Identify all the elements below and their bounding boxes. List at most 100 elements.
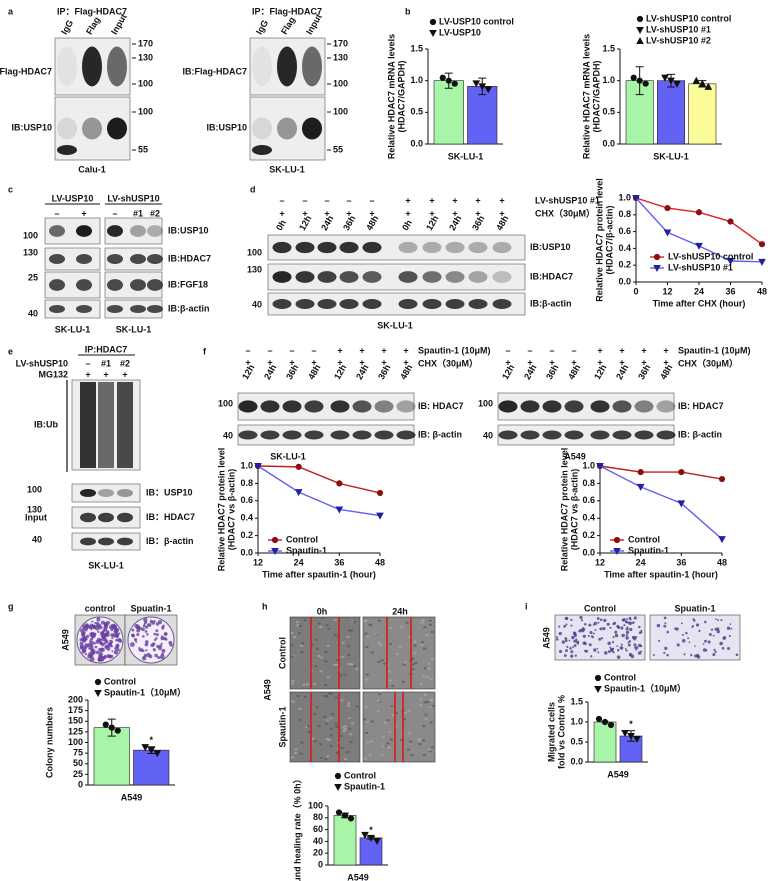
colony: [85, 634, 90, 639]
migrated-cell: [694, 654, 698, 658]
colony: [145, 649, 148, 652]
colony: [92, 651, 96, 655]
legend-label: Spautin-1: [286, 545, 327, 555]
point: [695, 242, 703, 250]
cell-texture: [423, 667, 427, 670]
cell-texture: [423, 626, 427, 629]
colony: [100, 634, 104, 638]
blot-band: [130, 225, 146, 237]
cell-texture: [431, 658, 435, 661]
y-axis-label: Relative HDAC7 protein level: [559, 448, 569, 572]
colony: [105, 630, 110, 635]
label: +: [381, 357, 386, 367]
colony: [99, 638, 102, 641]
cell-texture: [349, 663, 353, 666]
blot-band: [542, 400, 562, 413]
legend-symbol: [621, 730, 629, 738]
cell-texture: [298, 718, 302, 721]
cell-texture: [324, 683, 328, 686]
legend-label: Control: [628, 534, 660, 544]
blot-band: [422, 271, 442, 283]
blot-band: [76, 225, 92, 237]
cell-texture: [290, 682, 294, 685]
cell-texture: [402, 718, 406, 721]
legend-label: Spautin-1（10μM）: [604, 683, 686, 693]
migrated-cell: [564, 616, 568, 621]
cell-texture: [377, 642, 381, 645]
y-tick-label: 100: [308, 800, 323, 810]
y-axis-label: (HDAC7/β-actin): [604, 206, 614, 275]
panel-letter: a: [8, 6, 14, 16]
cell-texture: [430, 699, 434, 702]
label: SK-LU-1: [116, 324, 152, 334]
migrated-cell: [721, 646, 725, 650]
legend-label: LV-shUSP10 control: [646, 13, 731, 23]
migrated-cell: [611, 640, 615, 644]
legend-symbol: [630, 74, 637, 81]
migrated-cell: [704, 639, 707, 643]
migrated-cell: [628, 640, 632, 643]
migrated-cell: [624, 620, 628, 624]
point: [294, 489, 303, 497]
blot-band: [282, 430, 302, 440]
migrated-cell: [691, 625, 694, 629]
colony: [155, 629, 159, 633]
cell-texture: [323, 695, 327, 698]
cell-texture: [417, 739, 421, 742]
migrated-cell: [695, 623, 700, 627]
label: 48h: [398, 363, 414, 381]
cell-texture: [388, 679, 392, 682]
x-tick-label: 48: [375, 557, 385, 567]
panel-letter: g: [8, 601, 14, 611]
colony: [88, 647, 91, 650]
legend-label: Spautin-1（10μM）: [104, 687, 186, 697]
migrated-cell: [565, 649, 568, 653]
label: IB:Flag-HDAC7: [0, 66, 52, 76]
y-tick-label: 0.5: [570, 736, 583, 746]
migrated-cell: [629, 627, 633, 632]
blot-band: [302, 117, 322, 140]
label: IB：β-actin: [146, 536, 194, 546]
legend-symbol: [141, 744, 150, 752]
cell-texture: [341, 726, 345, 729]
blot-band: [107, 46, 127, 87]
migrated-cell: [625, 634, 628, 636]
cell-texture: [323, 715, 327, 718]
blot-band: [147, 279, 163, 291]
cell-texture: [424, 718, 428, 721]
bar: [467, 86, 498, 145]
legend-symbol: [334, 784, 342, 792]
label: +: [499, 195, 504, 205]
label: IP：Flag-HDAC7: [57, 6, 127, 16]
label: IB: β-actin: [678, 429, 722, 439]
legend-symbol: [429, 18, 437, 26]
label: +: [619, 357, 624, 367]
blot-band: [339, 241, 359, 254]
cell-texture: [333, 619, 337, 622]
label: +: [81, 208, 86, 218]
colony: [94, 633, 97, 636]
legend-symbol: [94, 690, 102, 698]
blot-band: [374, 400, 394, 413]
migrated-cell: [609, 626, 612, 629]
migrated-cell: [594, 629, 597, 631]
label: +: [369, 208, 374, 218]
migrated-cell: [685, 631, 688, 635]
label: 36h: [376, 363, 392, 381]
migrated-cell: [622, 618, 626, 622]
cell-texture: [347, 702, 351, 705]
cell-texture: [423, 753, 427, 756]
y-tick-label: 0.4: [618, 243, 631, 253]
cell-texture: [290, 644, 294, 647]
migrated-cell: [583, 628, 586, 630]
colony: [100, 620, 106, 625]
blot-band: [498, 430, 518, 440]
y-axis-label: Relative HDAC7 mRNA levels: [386, 34, 396, 159]
cell-texture: [299, 644, 303, 647]
cell-texture: [290, 655, 294, 658]
y-tick-label: 1.0: [240, 460, 253, 470]
label: 36h: [470, 214, 486, 232]
label: 130: [23, 247, 38, 257]
migrated-cell: [603, 618, 607, 622]
label: IB：USP10: [146, 487, 193, 497]
